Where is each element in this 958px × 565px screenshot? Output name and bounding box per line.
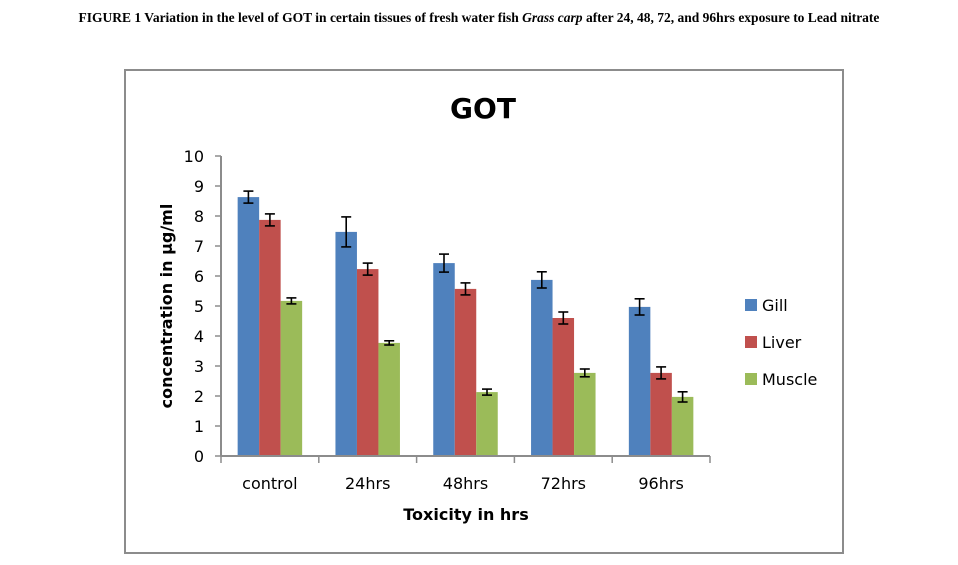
bar-liver-72hrs [552,318,575,456]
error-bar-gill-control [243,190,254,204]
figure-caption: FIGURE 1 Variation in the level of GOT i… [0,9,958,27]
caption-suffix: after 24, 48, 72, and 96hrs exposure to … [582,10,880,25]
bar-liver-96hrs [650,372,672,456]
x-tick-label: 96hrs [638,474,683,493]
axes-group: 0 1 2 3 4 5 6 7 8 9 10 control 24hrs 48hrs 72hrs 96hrs [184,147,711,493]
x-tick-label: 24hrs [345,474,390,493]
bar-muscle-48hrs [476,392,498,456]
y-tick-label: 3 [194,357,204,376]
error-bar-muscle-24hrs [384,339,395,346]
error-bar-gill-96hrs [634,297,645,316]
y-tick-label: 6 [194,267,204,286]
error-bar-gill-24hrs [341,216,352,248]
x-tick-label: control [242,474,297,493]
legend-item-gill: Gill [745,296,788,315]
error-bars-group [243,190,688,403]
x-tick-label: 72hrs [541,474,586,493]
legend-label: Gill [762,296,788,315]
y-tick-label: 2 [194,387,204,406]
y-tick-label: 4 [194,327,204,346]
error-bar-liver-control [264,213,275,227]
caption-prefix: FIGURE 1 Variation in the level of GOT i… [78,10,523,25]
y-tick-label: 9 [194,177,204,196]
legend: Gill Liver Muscle [745,296,817,389]
bar-muscle-24hrs [378,342,400,456]
bar-gill-96hrs [628,306,651,456]
bar-liver-control [259,219,281,456]
bar-gill-control [237,197,260,456]
chart-title: GOT [450,92,516,125]
error-bar-liver-24hrs [362,262,373,276]
bar-gill-48hrs [433,263,455,456]
bar-gill-24hrs [335,231,357,456]
legend-swatch [745,299,757,311]
y-tick-label: 1 [194,417,204,436]
bars-group [237,197,694,456]
bar-muscle-control [280,300,303,456]
error-bar-muscle-control [286,297,297,305]
error-bar-gill-72hrs [536,270,547,289]
x-axis-title: Toxicity in hrs [403,505,528,524]
error-bar-liver-96hrs [656,366,667,380]
error-bar-muscle-72hrs [579,368,590,378]
legend-swatch [745,336,757,348]
bar-liver-24hrs [356,269,379,456]
legend-item-muscle: Muscle [745,370,817,389]
error-bar-muscle-48hrs [482,388,492,396]
caption-species: Grass carp [522,10,583,25]
y-tick-label: 0 [194,447,204,466]
y-tick-label: 7 [194,237,204,256]
error-bar-gill-48hrs [439,253,449,273]
x-tick-label: 48hrs [443,474,488,493]
legend-label: Liver [762,333,802,352]
legend-label: Muscle [762,370,817,389]
y-tick-label: 10 [184,147,204,166]
bar-gill-72hrs [531,279,553,456]
bar-liver-48hrs [454,288,477,456]
error-bar-liver-72hrs [558,311,569,325]
error-bar-liver-48hrs [460,282,471,296]
legend-swatch [745,373,757,385]
y-tick-label: 5 [194,297,204,316]
legend-item-liver: Liver [745,333,802,352]
error-bar-muscle-96hrs [677,390,688,403]
y-tick-label: 8 [194,207,204,226]
bar-muscle-72hrs [574,372,596,456]
bar-muscle-96hrs [671,396,694,456]
y-axis-title: concentration in µg/ml [157,204,176,409]
